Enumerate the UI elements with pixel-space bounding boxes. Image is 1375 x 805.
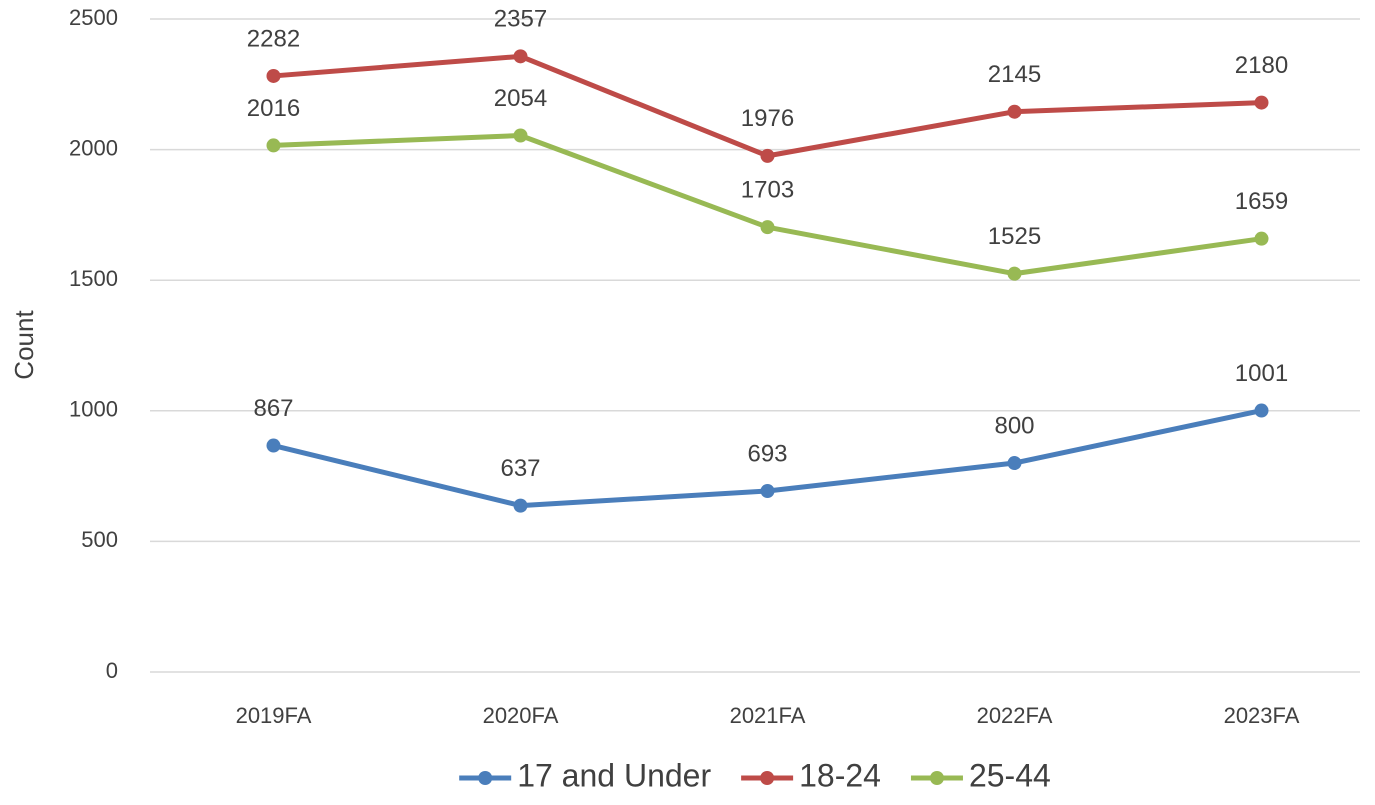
data-label: 867 [253, 395, 293, 422]
legend-label: 25-44 [969, 757, 1051, 793]
data-label: 1976 [741, 105, 794, 132]
point [266, 68, 281, 83]
data-label: 800 [994, 412, 1034, 439]
point [513, 49, 528, 64]
data-label: 2180 [1235, 52, 1288, 79]
data-label: 637 [500, 455, 540, 482]
point [1007, 456, 1022, 471]
legend-marker [929, 771, 944, 785]
point [1254, 95, 1269, 110]
point [1007, 104, 1022, 119]
x-tick-label: 2021FA [730, 703, 806, 728]
legend-label: 18-24 [799, 757, 881, 793]
y-tick-label: 500 [81, 527, 118, 552]
data-label: 1703 [741, 177, 794, 204]
legend-item: 18-24 [741, 757, 881, 793]
point [1007, 266, 1022, 281]
y-tick-label: 1000 [69, 397, 118, 422]
data-label: 2145 [988, 61, 1041, 88]
point [513, 498, 528, 513]
data-label: 1659 [1235, 188, 1288, 215]
data-label: 2054 [494, 85, 547, 112]
legend-item: 25-44 [910, 757, 1051, 793]
data-label: 693 [747, 440, 787, 467]
legend-marker [760, 771, 775, 785]
x-tick-label: 2023FA [1224, 703, 1300, 728]
legend: 17 and Under 18-24 25-44 [459, 757, 1051, 793]
data-label: 2282 [247, 25, 300, 52]
y-tick-label: 0 [106, 658, 118, 683]
point [266, 138, 281, 153]
x-tick-label: 2022FA [977, 703, 1053, 728]
data-label: 2357 [494, 6, 547, 33]
point [266, 438, 281, 453]
legend-label: 17 and Under [517, 757, 711, 793]
y-tick-label: 1500 [69, 266, 118, 291]
point [1254, 403, 1269, 418]
data-label: 1525 [988, 223, 1041, 250]
y-tick-label: 2000 [69, 135, 118, 160]
x-tick-label: 2020FA [483, 703, 559, 728]
point [760, 148, 775, 163]
point [513, 128, 528, 143]
legend-item: 17 and Under [459, 757, 711, 793]
y-tick-label: 2500 [69, 5, 118, 30]
legend-marker [478, 771, 493, 785]
x-tick-label: 2019FA [236, 703, 312, 728]
point [760, 220, 775, 235]
data-label: 2016 [247, 95, 300, 122]
y-axis-title: Count [9, 310, 39, 380]
point [1254, 231, 1269, 246]
data-label: 1001 [1235, 360, 1288, 387]
point [760, 483, 775, 498]
